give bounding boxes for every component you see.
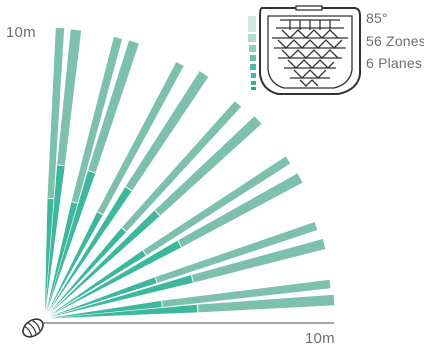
sensor-head-icon xyxy=(22,318,44,338)
beam-far-2 xyxy=(57,29,82,166)
legend-bar-7 xyxy=(251,81,256,85)
beam-far-8 xyxy=(154,116,262,216)
beam-zone-break-3 xyxy=(71,201,78,204)
legend-bar-8 xyxy=(251,87,256,90)
beam-near-6 xyxy=(47,186,132,314)
beam-zone-break-6 xyxy=(125,186,133,192)
beam-far-9 xyxy=(142,156,291,256)
beam-near-13 xyxy=(50,300,163,318)
range-label-vertical: 10m xyxy=(6,24,36,41)
beam-far-5 xyxy=(97,62,184,215)
beam-near-12 xyxy=(50,275,194,317)
lens-zone-legend xyxy=(248,16,256,90)
beam-far-11 xyxy=(155,222,318,283)
beam-far-1 xyxy=(47,27,65,199)
legend-bar-1 xyxy=(248,16,256,32)
beam-far-7 xyxy=(121,101,242,232)
beam-far-13 xyxy=(161,279,331,308)
beam-near-5 xyxy=(47,211,103,313)
beam-far-4 xyxy=(88,40,139,174)
beam-near-11 xyxy=(49,277,158,317)
beam-far-12 xyxy=(191,239,326,283)
detection-beams xyxy=(44,27,335,319)
beam-zone-break-4 xyxy=(87,170,96,174)
beam-near-10 xyxy=(49,240,182,316)
beam-zone-break-2 xyxy=(57,164,65,167)
beam-far-10 xyxy=(177,173,303,248)
beam-far-6 xyxy=(125,71,209,191)
beam-near-8 xyxy=(48,210,160,315)
beam-near-2 xyxy=(45,164,65,313)
beam-near-4 xyxy=(46,170,96,313)
spec-angle: 85° xyxy=(366,10,388,26)
beam-zone-break-8 xyxy=(154,209,161,217)
beam-near-7 xyxy=(48,227,127,314)
beam-zone-break-7 xyxy=(121,227,127,233)
beam-zone-break-9 xyxy=(142,249,147,256)
beam-zone-break-13 xyxy=(161,300,163,308)
spec-zones: 56 Zones xyxy=(366,33,424,49)
legend-bar-3 xyxy=(249,45,256,52)
beam-far-3 xyxy=(71,36,123,204)
beam-zone-break-11 xyxy=(154,276,158,284)
legend-bar-2 xyxy=(248,34,256,42)
beam-near-3 xyxy=(46,201,78,313)
spec-planes: 6 Planes xyxy=(366,55,423,71)
legend-bar-5 xyxy=(250,64,256,70)
range-label-horizontal: 10m xyxy=(305,330,335,347)
beam-near-1 xyxy=(44,198,54,312)
beam-zone-break-5 xyxy=(97,211,104,216)
beam-zone-break-12 xyxy=(190,274,194,283)
beam-near-9 xyxy=(49,250,147,316)
beam-near-14 xyxy=(50,304,198,319)
fresnel-lens-icon xyxy=(259,5,361,95)
legend-bar-4 xyxy=(250,55,256,61)
beam-zone-break-14 xyxy=(196,304,199,313)
beam-far-14 xyxy=(197,294,335,313)
legend-bar-6 xyxy=(251,73,256,78)
beam-zone-break-10 xyxy=(177,240,182,248)
